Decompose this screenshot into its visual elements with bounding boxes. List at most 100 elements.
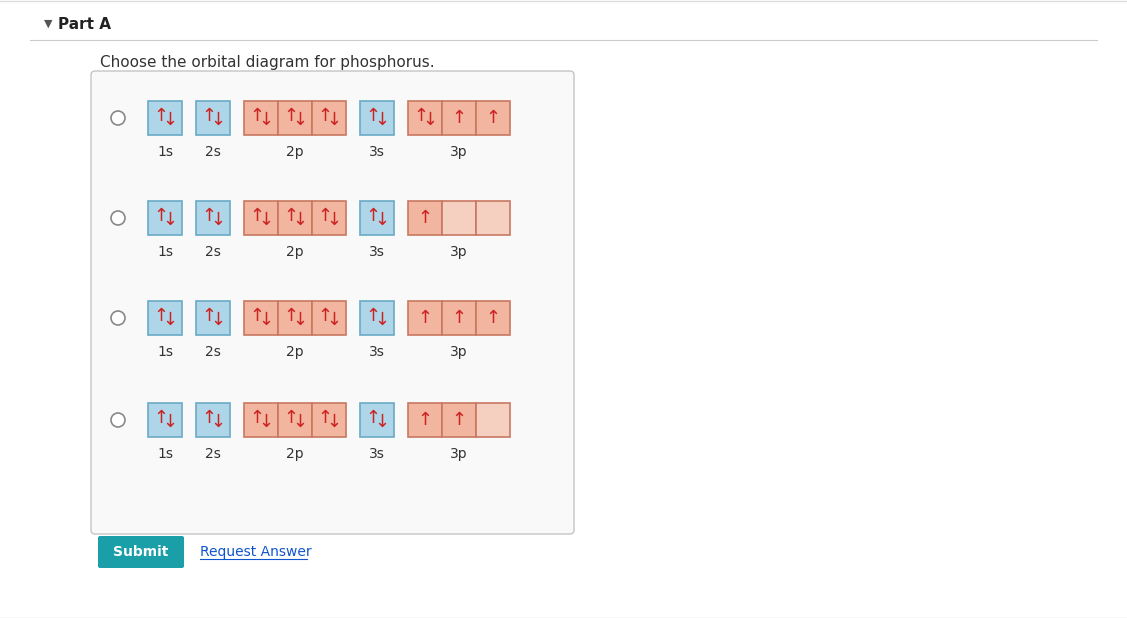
Bar: [196, 301, 230, 335]
Text: 1s: 1s: [157, 447, 174, 461]
Text: ↑: ↑: [202, 409, 216, 427]
Text: ↑: ↑: [318, 307, 332, 325]
Text: ↑: ↑: [249, 107, 265, 125]
Text: ↓: ↓: [292, 413, 308, 431]
Text: ↑: ↑: [318, 207, 332, 225]
Text: ↓: ↓: [211, 111, 225, 129]
Text: 3s: 3s: [369, 145, 385, 159]
Text: ▼: ▼: [44, 19, 53, 29]
Text: ↓: ↓: [162, 311, 178, 329]
Text: ↑: ↑: [249, 307, 265, 325]
Text: 3s: 3s: [369, 345, 385, 359]
Circle shape: [110, 211, 125, 225]
Bar: [312, 403, 346, 437]
Bar: [360, 201, 394, 235]
Text: 3p: 3p: [450, 345, 468, 359]
Text: ↓: ↓: [327, 311, 341, 329]
Text: ↑: ↑: [365, 307, 381, 325]
Text: ↑: ↑: [365, 409, 381, 427]
Text: Choose the orbital diagram for phosphorus.: Choose the orbital diagram for phosphoru…: [100, 54, 435, 69]
Text: ↑: ↑: [283, 207, 299, 225]
Text: ↑: ↑: [365, 207, 381, 225]
Bar: [442, 403, 476, 437]
Bar: [360, 403, 394, 437]
Bar: [148, 403, 181, 437]
Text: ↑: ↑: [452, 411, 467, 429]
Text: 2s: 2s: [205, 245, 221, 259]
Circle shape: [110, 111, 125, 125]
Bar: [476, 201, 511, 235]
Text: Submit: Submit: [114, 545, 169, 559]
Text: ↑: ↑: [452, 109, 467, 127]
Text: ↑: ↑: [318, 409, 332, 427]
Text: 2s: 2s: [205, 145, 221, 159]
Text: ↓: ↓: [162, 111, 178, 129]
Text: ↓: ↓: [162, 413, 178, 431]
Text: 2p: 2p: [286, 145, 304, 159]
Text: 1s: 1s: [157, 145, 174, 159]
Text: ↑: ↑: [153, 207, 169, 225]
Text: ↓: ↓: [292, 311, 308, 329]
Text: 2s: 2s: [205, 345, 221, 359]
Text: ↑: ↑: [153, 107, 169, 125]
Text: ↓: ↓: [374, 211, 390, 229]
Text: ↑: ↑: [414, 107, 428, 125]
Bar: [196, 101, 230, 135]
Circle shape: [110, 413, 125, 427]
Bar: [312, 301, 346, 335]
Text: ↑: ↑: [452, 309, 467, 327]
Text: 3p: 3p: [450, 145, 468, 159]
Text: ↓: ↓: [162, 211, 178, 229]
Text: ↓: ↓: [211, 413, 225, 431]
Text: ↓: ↓: [258, 111, 274, 129]
Bar: [278, 201, 312, 235]
Text: ↑: ↑: [249, 207, 265, 225]
Bar: [148, 301, 181, 335]
Text: 3p: 3p: [450, 245, 468, 259]
Text: ↑: ↑: [153, 409, 169, 427]
FancyBboxPatch shape: [91, 71, 574, 534]
Text: ↓: ↓: [423, 111, 437, 129]
Bar: [442, 301, 476, 335]
Text: Request Answer: Request Answer: [199, 545, 312, 559]
Text: 3s: 3s: [369, 447, 385, 461]
Text: Part A: Part A: [57, 17, 110, 32]
Text: ↑: ↑: [202, 207, 216, 225]
Text: ↓: ↓: [258, 211, 274, 229]
Bar: [442, 101, 476, 135]
Bar: [312, 201, 346, 235]
Bar: [408, 201, 442, 235]
Bar: [408, 101, 442, 135]
Bar: [408, 301, 442, 335]
Text: 3p: 3p: [450, 447, 468, 461]
Text: ↓: ↓: [292, 211, 308, 229]
Bar: [278, 403, 312, 437]
Bar: [148, 101, 181, 135]
Text: ↓: ↓: [374, 311, 390, 329]
Text: ↓: ↓: [211, 211, 225, 229]
Circle shape: [110, 311, 125, 325]
Bar: [245, 201, 278, 235]
Text: ↑: ↑: [202, 307, 216, 325]
Text: ↑: ↑: [283, 409, 299, 427]
Bar: [196, 201, 230, 235]
Text: ↓: ↓: [292, 111, 308, 129]
Text: ↑: ↑: [365, 107, 381, 125]
Bar: [245, 403, 278, 437]
Text: ↓: ↓: [258, 413, 274, 431]
Bar: [278, 301, 312, 335]
Text: ↑: ↑: [283, 107, 299, 125]
Text: ↑: ↑: [417, 309, 433, 327]
Text: ↑: ↑: [202, 107, 216, 125]
Bar: [245, 301, 278, 335]
Bar: [476, 301, 511, 335]
Bar: [408, 403, 442, 437]
Bar: [360, 101, 394, 135]
Text: ↑: ↑: [486, 309, 500, 327]
Bar: [476, 101, 511, 135]
Text: 1s: 1s: [157, 245, 174, 259]
Bar: [360, 301, 394, 335]
Text: ↓: ↓: [327, 111, 341, 129]
Text: ↓: ↓: [374, 413, 390, 431]
FancyBboxPatch shape: [98, 536, 184, 568]
